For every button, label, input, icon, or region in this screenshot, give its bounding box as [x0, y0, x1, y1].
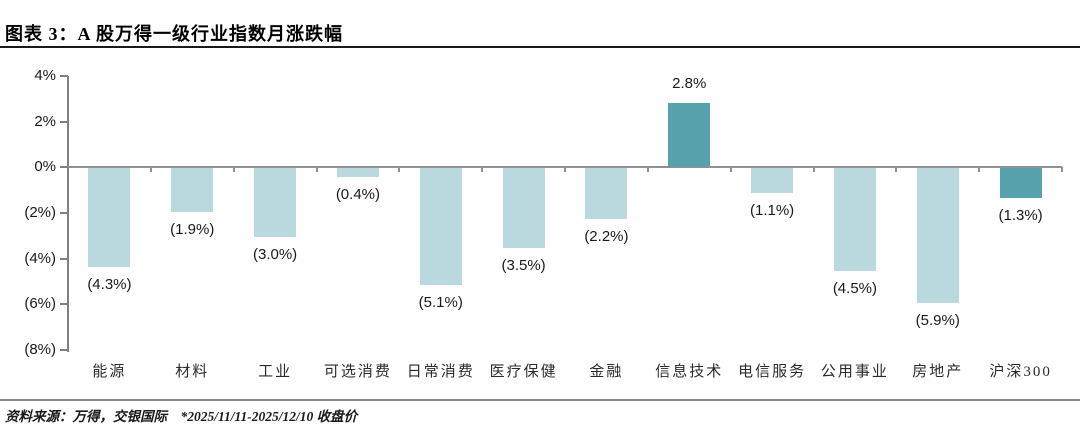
- chart-title: 图表 3：A 股万得一级行业指数月涨跌幅: [5, 24, 344, 44]
- y-axis-tick: [60, 349, 68, 351]
- bar-value-label: (2.2%): [584, 227, 629, 245]
- bar-value-label: (0.4%): [335, 186, 380, 204]
- category-axis-tick: [1061, 167, 1063, 173]
- bar: [668, 103, 711, 168]
- y-axis-tick: [60, 303, 68, 306]
- bar-value-label: (1.1%): [749, 202, 795, 220]
- y-axis-tick: [60, 257, 68, 260]
- category-axis-tick: [149, 167, 152, 173]
- bar: [254, 168, 297, 237]
- bar: [916, 168, 959, 304]
- y-axis-tick-label: (4%): [24, 249, 56, 267]
- y-axis-tick: [60, 166, 68, 169]
- category-label: 可选消费: [323, 364, 392, 380]
- category-label: 能源: [92, 364, 127, 380]
- source-note: 资料来源：万得，交银国际 *2025/11/11-2025/12/10 收盘价: [5, 409, 358, 424]
- bar: [419, 168, 462, 285]
- bar-value-label: (3.5%): [501, 257, 546, 275]
- bar: [502, 168, 545, 249]
- category-axis-tick: [729, 167, 732, 173]
- category-axis-tick: [315, 167, 318, 173]
- bar: [833, 168, 876, 272]
- bar-value-label: (4.5%): [832, 280, 877, 298]
- category-label: 信息技术: [655, 364, 724, 380]
- y-axis-tick: [60, 212, 68, 214]
- footer-divider: [0, 399, 1080, 401]
- category-label: 工业: [258, 364, 293, 380]
- bar-value-label: (1.3%): [998, 207, 1043, 225]
- category-label: 日常消费: [406, 364, 475, 380]
- category-axis-tick: [398, 167, 401, 173]
- category-label: 金融: [589, 364, 624, 380]
- bar-value-label: (3.0%): [252, 245, 298, 263]
- y-axis-line: [67, 76, 69, 352]
- category-label: 沪深300: [989, 364, 1052, 380]
- y-axis-tick-label: 2%: [34, 112, 56, 130]
- bar-value-label: (5.9%): [915, 312, 960, 330]
- bar-value-label: (5.1%): [418, 293, 463, 311]
- category-axis-tick: [564, 167, 566, 173]
- category-label: 材料: [175, 364, 210, 380]
- y-axis-tick-label: (6%): [24, 295, 56, 313]
- y-axis-tick-label: 0%: [34, 158, 56, 176]
- category-axis-tick: [232, 167, 235, 173]
- bar: [336, 168, 379, 178]
- bar-value-label: (4.3%): [87, 275, 132, 293]
- bar: [999, 168, 1042, 198]
- category-label: 医疗保健: [489, 364, 558, 380]
- category-label: 电信服务: [738, 364, 807, 380]
- bar: [88, 168, 131, 267]
- category-axis-tick: [481, 167, 484, 173]
- bar-value-label: (1.9%): [170, 220, 215, 238]
- bar: [585, 168, 628, 219]
- category-label: 房地产: [912, 364, 964, 380]
- title-divider: [0, 46, 1080, 48]
- bar-value-label: 2.8%: [672, 75, 707, 93]
- y-axis-tick-label: 4%: [34, 67, 56, 84]
- bar: [171, 168, 214, 212]
- bar: [751, 168, 794, 194]
- y-axis-tick: [60, 75, 68, 77]
- y-axis-tick-label: (2%): [24, 204, 56, 221]
- category-axis-tick: [812, 167, 815, 173]
- category-axis-tick: [646, 167, 649, 173]
- category-axis-tick: [978, 167, 981, 173]
- y-axis-tick-label: (8%): [24, 341, 56, 358]
- category-axis-tick: [895, 167, 898, 173]
- y-axis-tick: [60, 120, 68, 123]
- category-label: 公用事业: [820, 364, 889, 380]
